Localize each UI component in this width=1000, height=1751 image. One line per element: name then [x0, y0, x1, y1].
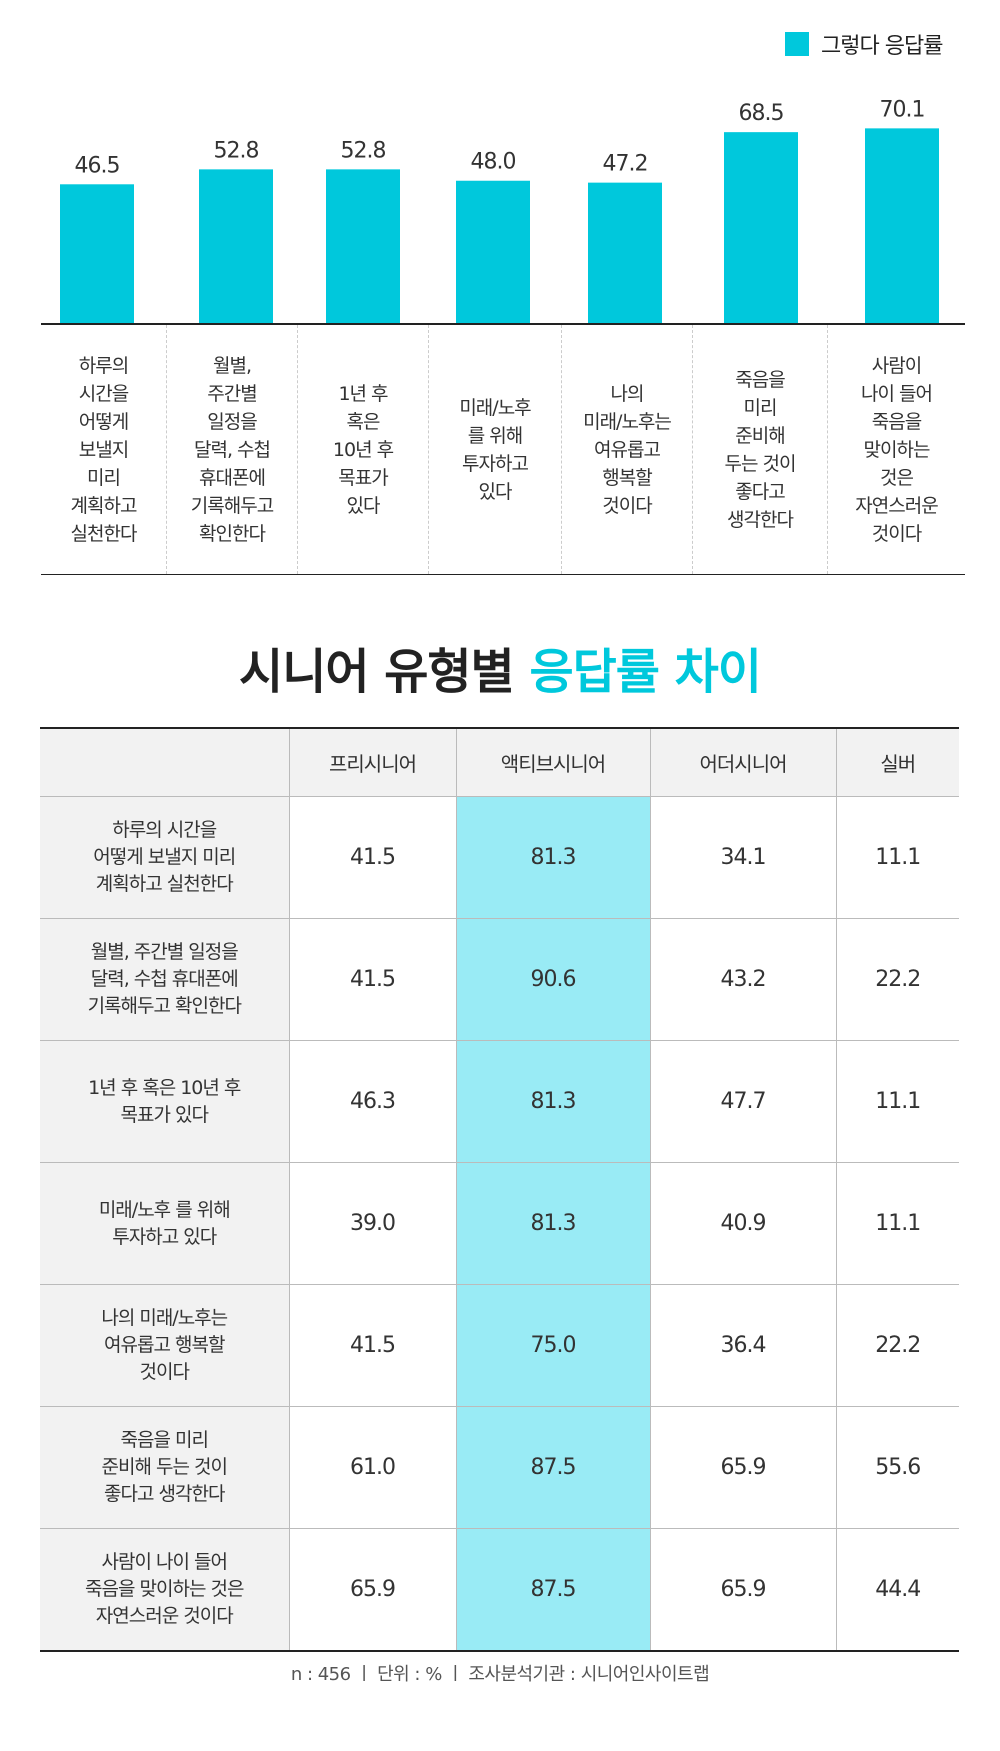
- table-cell: 81.3: [455, 1162, 651, 1285]
- table-cell: 41.5: [288, 1284, 457, 1407]
- table-row: 하루의 시간을 어떻게 보낼지 미리 계획하고 실천한다 41.5 81.3 34.1…: [40, 796, 959, 919]
- table-cell: 75.0: [455, 1284, 651, 1407]
- section-title: 시니어 유형별 응답률 차이: [0, 632, 1000, 702]
- row-label: 미래/노후 를 위해 투자하고 있다: [40, 1162, 290, 1285]
- row-label: 1년 후 혹은 10년 후 목표가 있다: [40, 1040, 290, 1163]
- x-tick-label: 사람이 나이 들어 죽음을 맞이하는 것은 자연스러운 것이다: [827, 325, 965, 574]
- bar: [326, 169, 400, 323]
- bar-chart: 46.5 52.8 52.8 48.0 47.2 68.5 70.1: [60, 97, 939, 323]
- segment-table: 프리시니어 액티브시니어 어더시니어 실버 하루의 시간을 어떻게 보낼지 미리 계획…: [40, 727, 959, 1652]
- table-cell: 11.1: [835, 1040, 959, 1163]
- table-cell: 81.3: [455, 1040, 651, 1163]
- x-tick-label: 미래/노후 를 위해 투자하고 있다: [428, 325, 561, 574]
- bar-value-label: 52.8: [214, 138, 259, 163]
- column-header: 프리시니어: [288, 727, 457, 797]
- header-corner: [40, 727, 290, 797]
- column-header: 실버: [835, 727, 959, 797]
- title-accent: 응답률 차이: [529, 644, 762, 700]
- table-cell: 55.6: [835, 1406, 959, 1529]
- table-row: 죽음을 미리 준비해 두는 것이 좋다고 생각한다 61.0 87.5 65.9 55.…: [40, 1406, 959, 1529]
- table-row: 나의 미래/노후는 여유롭고 행복할 것이다 41.5 75.0 36.4 22.2: [40, 1284, 959, 1407]
- x-axis-labels: 하루의 시간을 어떻게 보낼지 미리 계획하고 실천한다 월별, 주간별 일정을 …: [41, 323, 965, 575]
- table-cell: 11.1: [835, 796, 959, 919]
- row-label: 월별, 주간별 일정을 달력, 수첩 휴대폰에 기록해두고 확인한다: [40, 918, 290, 1041]
- bar-value-label: 47.2: [603, 152, 648, 177]
- bar: [456, 180, 530, 323]
- table-cell: 43.2: [649, 918, 837, 1041]
- x-tick-label: 월별, 주간별 일정을 달력, 수첩 휴대폰에 기록해두고 확인한다: [166, 325, 297, 574]
- table-cell: 65.9: [649, 1528, 837, 1652]
- table-row: 월별, 주간별 일정을 달력, 수첩 휴대폰에 기록해두고 확인한다 41.5 90…: [40, 918, 959, 1041]
- row-label: 나의 미래/노후는 여유롭고 행복할 것이다: [40, 1284, 290, 1407]
- footer-note: n : 456 ㅣ 단위 : % ㅣ 조사분석기관 : 시니어인사이트랩: [290, 1664, 710, 1685]
- table-cell: 39.0: [288, 1162, 457, 1285]
- bar-value-label: 48.0: [471, 150, 516, 175]
- table-cell: 61.0: [288, 1406, 457, 1529]
- row-label: 하루의 시간을 어떻게 보낼지 미리 계획하고 실천한다: [40, 796, 290, 919]
- bar: [724, 132, 798, 323]
- table-cell: 90.6: [455, 918, 651, 1041]
- bar: [60, 184, 134, 323]
- table-cell: 41.5: [288, 918, 457, 1041]
- table-cell: 65.9: [649, 1406, 837, 1529]
- row-label: 죽음을 미리 준비해 두는 것이 좋다고 생각한다: [40, 1406, 290, 1529]
- bar: [865, 128, 939, 323]
- column-header: 어더시니어: [649, 727, 837, 797]
- x-tick-label: 나의 미래/노후는 여유롭고 행복할 것이다: [561, 325, 692, 574]
- bar-value-label: 70.1: [880, 97, 925, 122]
- table-cell: 40.9: [649, 1162, 837, 1285]
- x-tick-label: 죽음을 미리 준비해 두는 것이 좋다고 생각한다: [692, 325, 827, 574]
- bar: [588, 182, 662, 323]
- table-row: 1년 후 혹은 10년 후 목표가 있다 46.3 81.3 47.7 11.1: [40, 1040, 959, 1163]
- table-cell: 34.1: [649, 796, 837, 919]
- bar-value-label: 68.5: [739, 101, 784, 126]
- table-row: 미래/노후 를 위해 투자하고 있다 39.0 81.3 40.9 11.1: [40, 1162, 959, 1285]
- table-cell: 11.1: [835, 1162, 959, 1285]
- table-cell: 47.7: [649, 1040, 837, 1163]
- legend-label: 그렇다 응답률: [821, 34, 943, 59]
- table-header-row: 프리시니어 액티브시니어 어더시니어 실버: [40, 727, 959, 797]
- bar: [199, 169, 273, 323]
- title-main: 시니어 유형별: [239, 644, 530, 700]
- column-header: 액티브시니어: [455, 727, 651, 797]
- table-cell: 81.3: [455, 796, 651, 919]
- legend-swatch: [785, 32, 809, 56]
- table-cell: 44.4: [835, 1528, 959, 1652]
- table-cell: 36.4: [649, 1284, 837, 1407]
- table-cell: 22.2: [835, 1284, 959, 1407]
- table-cell: 22.2: [835, 918, 959, 1041]
- table-cell: 65.9: [288, 1528, 457, 1652]
- row-label: 사람이 나이 들어 죽음을 맞이하는 것은 자연스러운 것이다: [40, 1528, 290, 1652]
- x-tick-label: 1년 후 혹은 10년 후 목표가 있다: [297, 325, 428, 574]
- table-cell: 87.5: [455, 1528, 651, 1652]
- chart-legend: 그렇다 응답률: [785, 31, 943, 59]
- table-cell: 41.5: [288, 796, 457, 919]
- bar-value-label: 52.8: [341, 138, 386, 163]
- table-row: 사람이 나이 들어 죽음을 맞이하는 것은 자연스러운 것이다 65.9 87.5 6…: [40, 1528, 959, 1652]
- table-cell: 87.5: [455, 1406, 651, 1529]
- table-cell: 46.3: [288, 1040, 457, 1163]
- bar-value-label: 46.5: [75, 153, 120, 178]
- x-tick-label: 하루의 시간을 어떻게 보낼지 미리 계획하고 실천한다: [70, 354, 138, 545]
